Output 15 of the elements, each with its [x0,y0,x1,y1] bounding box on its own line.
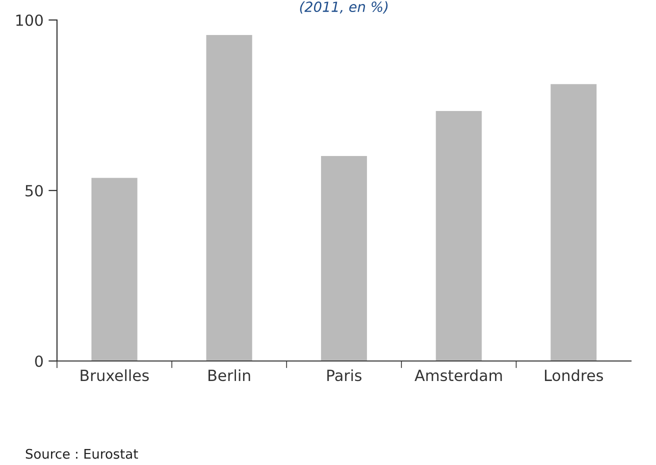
x-tick-label: Paris [327,369,362,382]
x-tick-label: Amsterdam [414,369,502,382]
bar [206,35,252,361]
y-tick-label: 100 [16,14,43,26]
bar [436,111,482,361]
source-note: Source : Eurostat [26,448,138,459]
x-tick-label: Londres [544,369,603,382]
chart-subtitle: (2011, en %) [300,1,388,14]
bar [91,178,138,361]
x-tick-label: Berlin [208,369,250,382]
bar [321,156,367,361]
y-tick-label: 0 [35,355,43,368]
bar [550,84,597,361]
x-tick-label: Bruxelles [80,369,149,382]
y-tick-label: 50 [26,184,43,197]
